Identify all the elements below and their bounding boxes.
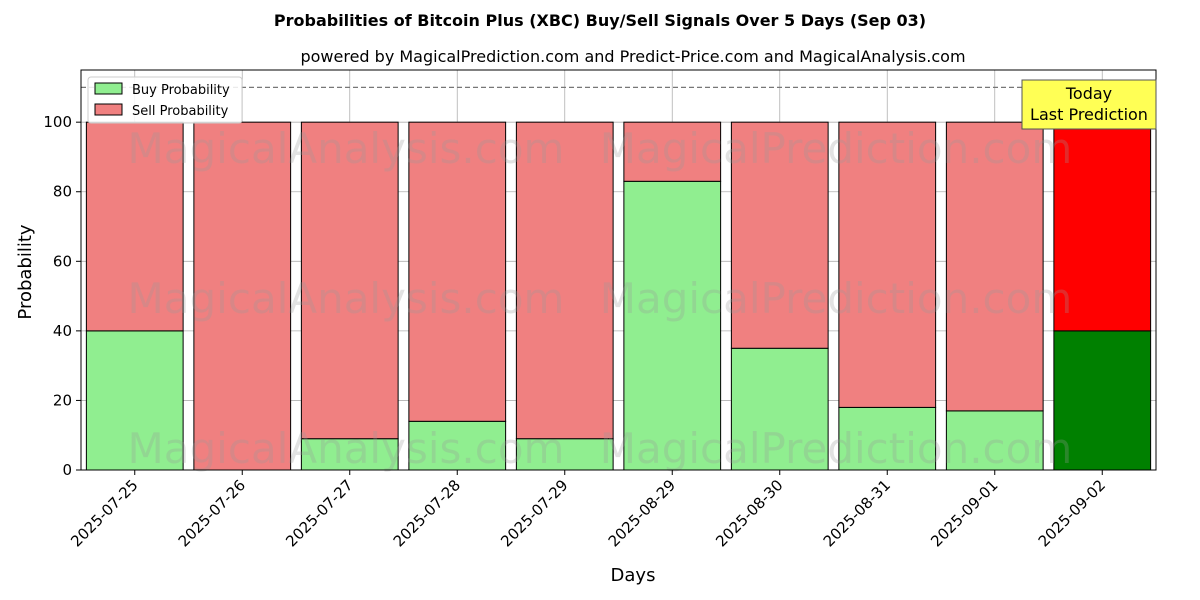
watermarks: MagicalAnalysis.com MagicalPrediction.com… xyxy=(128,124,1073,473)
watermark-text: MagicalPrediction.com xyxy=(600,274,1073,323)
sell-bar xyxy=(300,121,399,440)
sell-bar xyxy=(730,121,829,349)
buy-bar xyxy=(838,406,937,471)
buy-bar xyxy=(1053,330,1152,471)
legend-sell-swatch xyxy=(94,103,123,116)
x-tick-label: 2025-07-29 xyxy=(497,476,571,550)
sell-bar xyxy=(1053,121,1152,332)
sell-bar xyxy=(838,121,937,408)
legend-sell-label: Sell Probability xyxy=(132,104,229,119)
buy-bar xyxy=(300,438,399,471)
chart-title: Probabilities of Bitcoin Plus (XBC) Buy/… xyxy=(274,11,926,30)
y-tick-label: 20 xyxy=(53,391,72,409)
buy-bar xyxy=(730,347,829,471)
sell-bar xyxy=(945,121,1044,412)
bars xyxy=(85,121,1152,471)
watermark-text: MagicalPrediction.com xyxy=(600,424,1073,473)
x-tick-label: 2025-08-30 xyxy=(712,476,786,550)
y-tick-label: 40 xyxy=(53,322,72,340)
plot-frame xyxy=(80,69,1157,471)
y-tick-label: 80 xyxy=(53,183,72,201)
watermark-text: MagicalAnalysis.com xyxy=(128,424,565,473)
sell-bar xyxy=(85,121,184,332)
today-annotation: Today Last Prediction xyxy=(1021,79,1157,130)
buy-bar xyxy=(85,330,184,471)
sell-bar xyxy=(408,121,507,422)
x-tick-label: 2025-08-29 xyxy=(605,476,679,550)
x-axis-label: Days xyxy=(611,565,656,586)
annotation-line1: Today xyxy=(1065,84,1112,103)
buy-bar xyxy=(945,410,1044,471)
watermark-text: MagicalAnalysis.com xyxy=(128,274,565,323)
annotation-box xyxy=(1021,79,1157,130)
watermark-text: MagicalAnalysis.com xyxy=(128,124,565,173)
x-tick-label: 2025-07-27 xyxy=(282,476,356,550)
legend: Buy Probability Sell Probability xyxy=(87,76,243,124)
x-tick-label: 2025-08-31 xyxy=(820,476,894,550)
sell-bar xyxy=(623,121,722,182)
buy-bar xyxy=(623,180,722,471)
chart-subtitle: powered by MagicalPrediction.com and Pre… xyxy=(300,47,965,66)
y-tick-label: 0 xyxy=(62,461,72,479)
watermark-text: MagicalPrediction.com xyxy=(600,124,1073,173)
x-tick-label: 2025-09-02 xyxy=(1035,476,1109,550)
x-tick-label: 2025-07-25 xyxy=(67,476,141,550)
sell-bar xyxy=(515,121,614,440)
annotation-line2: Last Prediction xyxy=(1030,105,1148,124)
y-tick-label: 60 xyxy=(53,252,72,270)
x-tick-label: 2025-07-28 xyxy=(390,476,464,550)
x-tick-label: 2025-07-26 xyxy=(175,476,249,550)
y-axis-label: Probability xyxy=(15,224,36,319)
legend-box xyxy=(87,76,243,124)
legend-buy-swatch xyxy=(94,82,123,95)
buy-bar xyxy=(408,420,507,471)
legend-buy-label: Buy Probability xyxy=(132,83,230,98)
x-tick-label: 2025-09-01 xyxy=(927,476,1001,550)
y-tick-label: 100 xyxy=(43,113,72,131)
